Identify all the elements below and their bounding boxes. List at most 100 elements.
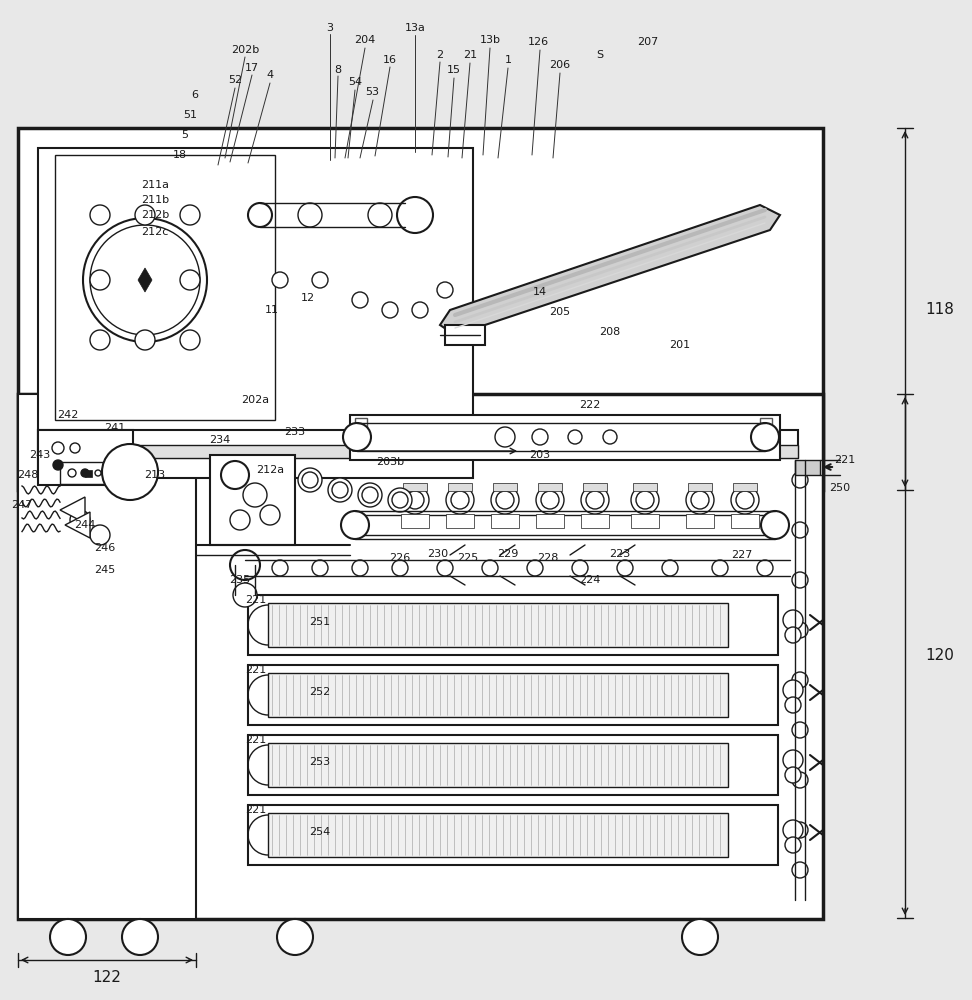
Circle shape bbox=[272, 272, 288, 288]
Text: 15: 15 bbox=[447, 65, 461, 75]
Bar bbox=[536, 514, 564, 528]
Circle shape bbox=[495, 427, 515, 447]
Text: 246: 246 bbox=[94, 543, 116, 553]
Circle shape bbox=[682, 919, 718, 955]
Bar bbox=[581, 514, 609, 528]
Circle shape bbox=[341, 511, 369, 539]
Text: 229: 229 bbox=[498, 549, 519, 559]
Text: 228: 228 bbox=[538, 553, 559, 563]
Text: 53: 53 bbox=[365, 87, 379, 97]
Circle shape bbox=[412, 302, 428, 318]
Circle shape bbox=[230, 550, 260, 580]
Text: 204: 204 bbox=[355, 35, 375, 45]
Circle shape bbox=[785, 627, 801, 643]
Text: S: S bbox=[597, 50, 604, 60]
Text: 247: 247 bbox=[12, 500, 33, 510]
Circle shape bbox=[792, 522, 808, 538]
Circle shape bbox=[437, 560, 453, 576]
Circle shape bbox=[603, 430, 617, 444]
Bar bbox=[248, 735, 778, 795]
Text: 203b: 203b bbox=[376, 457, 404, 467]
Text: 230: 230 bbox=[428, 549, 448, 559]
Text: 8: 8 bbox=[334, 65, 341, 75]
Circle shape bbox=[527, 560, 543, 576]
Circle shape bbox=[382, 302, 398, 318]
Text: 5: 5 bbox=[182, 130, 189, 140]
Circle shape bbox=[406, 491, 424, 509]
Circle shape bbox=[298, 203, 322, 227]
Bar bbox=[731, 514, 759, 528]
Circle shape bbox=[792, 822, 808, 838]
Circle shape bbox=[102, 444, 158, 500]
Text: 14: 14 bbox=[533, 287, 547, 297]
Circle shape bbox=[541, 491, 559, 509]
Text: 201: 201 bbox=[670, 340, 690, 350]
Circle shape bbox=[792, 722, 808, 738]
Text: 250: 250 bbox=[829, 483, 850, 493]
Text: 212c: 212c bbox=[141, 227, 169, 237]
Circle shape bbox=[135, 205, 155, 225]
Bar bbox=[85, 470, 92, 477]
Circle shape bbox=[272, 560, 288, 576]
Circle shape bbox=[230, 510, 250, 530]
Circle shape bbox=[451, 491, 469, 509]
Text: 243: 243 bbox=[29, 450, 51, 460]
Text: 13a: 13a bbox=[404, 23, 426, 33]
Circle shape bbox=[731, 486, 759, 514]
Text: 122: 122 bbox=[92, 970, 122, 986]
Text: 221: 221 bbox=[245, 805, 266, 815]
Text: 208: 208 bbox=[600, 327, 621, 337]
Bar bbox=[350, 515, 780, 535]
Bar bbox=[355, 418, 367, 430]
Text: 6: 6 bbox=[191, 90, 198, 100]
Text: 221: 221 bbox=[245, 595, 266, 605]
Text: 234: 234 bbox=[209, 435, 230, 445]
Text: 248: 248 bbox=[17, 470, 39, 480]
Polygon shape bbox=[65, 512, 90, 538]
Text: 221: 221 bbox=[245, 735, 266, 745]
Circle shape bbox=[586, 491, 604, 509]
Text: 51: 51 bbox=[183, 110, 197, 120]
Circle shape bbox=[691, 491, 709, 509]
Bar bbox=[403, 483, 427, 491]
Text: 212a: 212a bbox=[256, 465, 284, 475]
Polygon shape bbox=[60, 497, 85, 523]
Text: 251: 251 bbox=[309, 617, 330, 627]
Text: 126: 126 bbox=[528, 37, 548, 47]
Circle shape bbox=[397, 197, 433, 233]
Text: 18: 18 bbox=[173, 150, 187, 160]
Bar bbox=[493, 483, 517, 491]
Bar bbox=[38, 430, 798, 458]
Bar bbox=[248, 665, 778, 725]
Polygon shape bbox=[138, 268, 152, 292]
Bar bbox=[795, 460, 820, 475]
Circle shape bbox=[785, 767, 801, 783]
Text: 244: 244 bbox=[74, 520, 95, 530]
Circle shape bbox=[70, 443, 80, 453]
Circle shape bbox=[736, 491, 754, 509]
Circle shape bbox=[328, 478, 352, 502]
Bar bbox=[38, 430, 133, 485]
Circle shape bbox=[783, 610, 803, 630]
Bar bbox=[350, 415, 780, 460]
Text: 13b: 13b bbox=[479, 35, 501, 45]
Circle shape bbox=[662, 560, 678, 576]
Text: 4: 4 bbox=[266, 70, 273, 80]
Bar bbox=[733, 483, 757, 491]
Text: 206: 206 bbox=[549, 60, 571, 70]
Circle shape bbox=[180, 330, 200, 350]
Text: 205: 205 bbox=[549, 307, 571, 317]
Circle shape bbox=[581, 486, 609, 514]
Circle shape bbox=[312, 272, 328, 288]
Circle shape bbox=[90, 525, 110, 545]
Text: 17: 17 bbox=[245, 63, 260, 73]
Circle shape bbox=[358, 483, 382, 507]
Text: 203: 203 bbox=[530, 450, 550, 460]
Text: 202b: 202b bbox=[231, 45, 260, 55]
Text: 213: 213 bbox=[145, 470, 165, 480]
Circle shape bbox=[792, 772, 808, 788]
Circle shape bbox=[260, 505, 280, 525]
Text: 211a: 211a bbox=[141, 180, 169, 190]
Text: 11: 11 bbox=[265, 305, 279, 315]
Circle shape bbox=[783, 750, 803, 770]
